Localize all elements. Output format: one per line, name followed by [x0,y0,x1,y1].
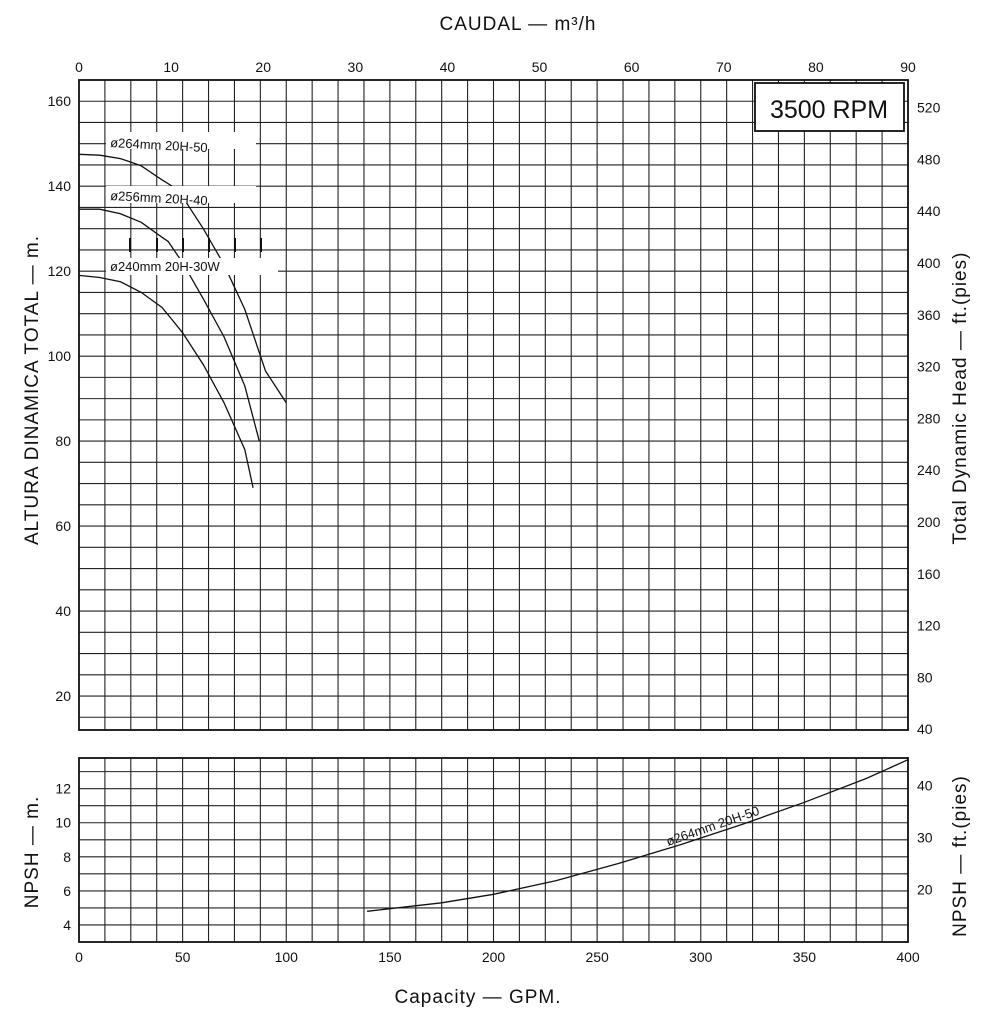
head-left-tick-label: 40 [55,603,71,619]
series-label-256: ø256mm 20H-40 [110,188,208,208]
bottom-x-axis-title: Capacity — GPM. [394,987,561,1008]
head-left-tick-label: 120 [48,263,72,279]
rpm-box [754,82,905,132]
series-label-240: ø240mm 20H-30W [110,259,221,274]
head-left-axis-title: ALTURA DINAMICA TOTAL — m. [22,235,43,545]
npsh-left-tick-label: 10 [55,815,71,831]
head-right-tick-label: 200 [917,514,941,530]
bottom-x-tick-label: 400 [896,949,920,965]
head-right-axis-title: Total Dynamic Head — ft.(pies) [950,252,971,545]
top-x-tick-label: 10 [163,59,179,75]
head-left-tick-label: 20 [55,688,71,704]
top-x-tick-label: 20 [255,59,271,75]
head-curve-1 [79,208,260,442]
head-chart-grid [79,80,908,730]
head-chart-frame [78,79,909,731]
head-right-tick-label: 320 [917,359,941,375]
npsh-chart-grid [79,758,908,942]
top-x-tick-label: 90 [900,59,916,75]
npsh-left-axis-title: NPSH — m. [22,796,43,908]
head-right-tick-label: 280 [917,410,941,426]
label-mask-264 [106,132,256,149]
bottom-x-tick-label: 150 [378,949,402,965]
rpm-annotation: 3500 RPM [770,96,888,124]
npsh-curve-0 [367,759,909,912]
head-curve-2 [78,274,254,488]
npsh-right-tick-label: 40 [917,777,933,793]
head-right-tick-label: 440 [917,203,941,219]
head-left-tick-label: 140 [48,178,72,194]
head-left-tick-label: 80 [55,433,71,449]
bottom-x-tick-label: 300 [689,949,713,965]
top-x-tick-label: 30 [348,59,364,75]
npsh-right-tick-label: 30 [917,829,933,845]
top-x-tick-label: 50 [532,59,548,75]
npsh-right-axis-title: NPSH — ft.(pies) [950,775,971,937]
head-right-tick-label: 80 [917,669,933,685]
npsh-chart-frame [78,757,909,943]
bottom-x-tick-label: 50 [175,949,191,965]
head-right-tick-label: 520 [917,100,941,116]
top-x-tick-label: 40 [440,59,456,75]
series-label-264: ø264mm 20H-50 [110,135,208,155]
label-mask-240 [106,258,278,275]
label-mask-256 [106,186,256,203]
npsh-left-tick-label: 4 [63,917,71,933]
head-right-tick-label: 120 [917,618,941,634]
head-right-tick-label: 480 [917,151,941,167]
top-x-tick-label: 80 [808,59,824,75]
head-right-tick-label: 360 [917,307,941,323]
bottom-x-tick-label: 250 [585,949,609,965]
npsh-right-tick-label: 20 [917,881,933,897]
head-left-tick-label: 60 [55,518,71,534]
npsh-curves [367,759,909,912]
tick-labels: 0 10 20 30 40 50 60 70 80 90 0 50 100 150 200 250 300 350… [48,59,941,965]
head-right-tick-label: 240 [917,462,941,478]
bottom-x-tick-label: 350 [793,949,817,965]
head-right-tick-label: 400 [917,255,941,271]
top-x-tick-label: 0 [75,59,83,75]
bottom-x-tick-label: 100 [275,949,299,965]
npsh-left-tick-label: 8 [63,849,71,865]
npsh-series-label: ø264mm 20H-50 [664,803,761,849]
bottom-x-tick-label: 200 [482,949,506,965]
head-left-tick-label: 160 [48,93,72,109]
bottom-x-tick-label: 0 [75,949,83,965]
head-right-tick-label: 160 [917,566,941,582]
head-left-tick-label: 100 [48,348,72,364]
top-x-tick-label: 60 [624,59,640,75]
head-right-tick-label: 40 [917,721,933,737]
top-x-tick-label: 70 [716,59,732,75]
top-x-axis-title: CAUDAL — m³/h [440,14,597,35]
npsh-left-tick-label: 12 [55,781,71,797]
npsh-left-tick-label: 6 [63,883,71,899]
